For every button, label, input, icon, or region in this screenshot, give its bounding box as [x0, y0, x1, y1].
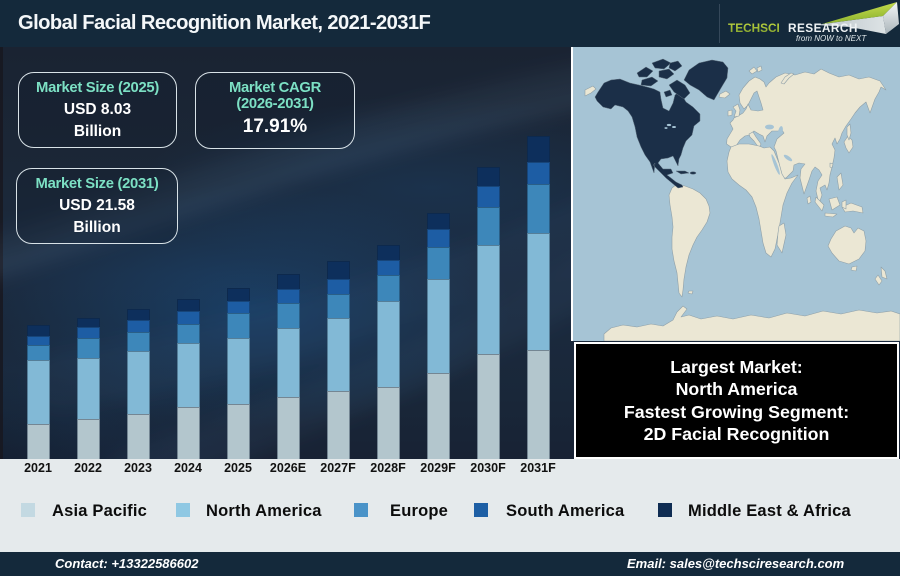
svg-text:from NOW to NEXT: from NOW to NEXT	[796, 34, 867, 43]
svg-text:RESEARCH: RESEARCH	[788, 21, 858, 35]
svg-text:TECHSCI: TECHSCI	[728, 21, 780, 35]
